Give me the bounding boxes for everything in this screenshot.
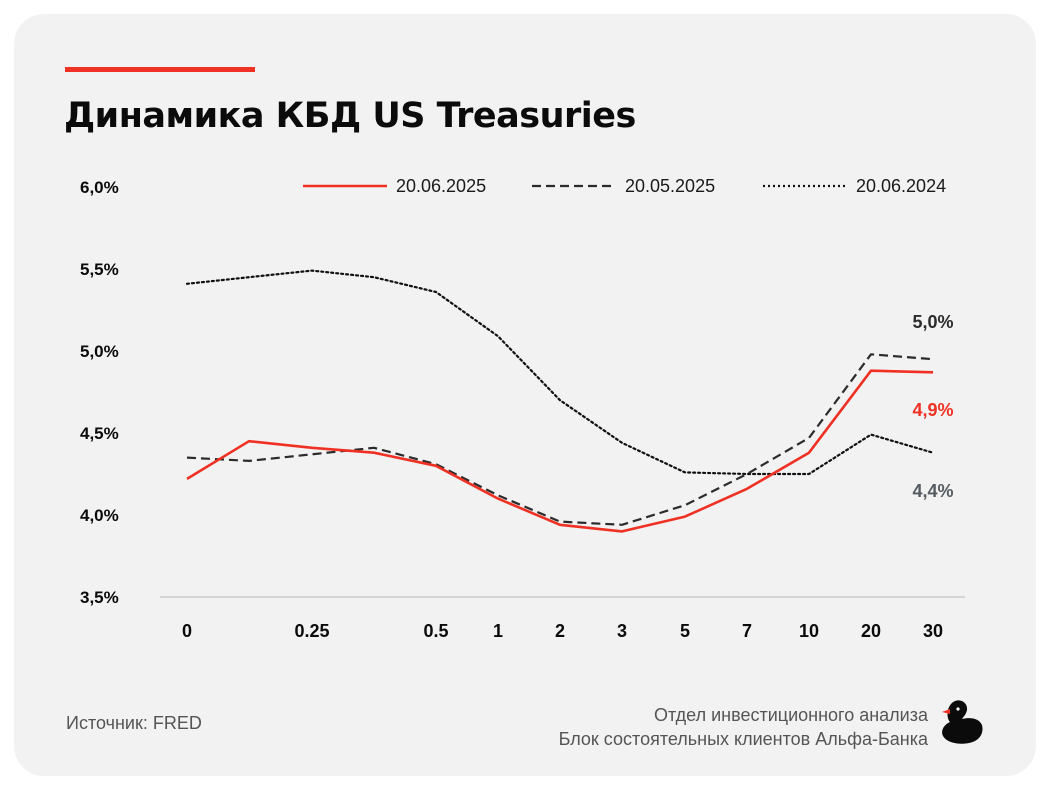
- series-end-label: 4,9%: [912, 400, 953, 420]
- y-tick-label: 4,0%: [80, 506, 119, 525]
- credits: Отдел инвестиционного анализа Блок состо…: [559, 703, 928, 751]
- y-tick-label: 5,0%: [80, 342, 119, 361]
- x-tick-label: 3: [617, 621, 627, 641]
- credits-line-1: Отдел инвестиционного анализа: [654, 705, 928, 725]
- credits-line-2: Блок состоятельных клиентов Альфа-Банка: [558, 729, 928, 749]
- chart-title: Динамика КБД US Treasuries: [64, 96, 636, 136]
- source-note: Источник: FRED: [66, 713, 202, 733]
- x-tick-label: 20: [861, 621, 881, 641]
- x-tick-label: 0.25: [294, 621, 329, 641]
- y-tick-label: 6,0%: [80, 178, 119, 197]
- series-end-label: 4,4%: [912, 481, 953, 501]
- series-line-dashed: [186, 353, 934, 526]
- x-tick-label: 5: [680, 621, 690, 641]
- x-tick-label: 30: [923, 621, 943, 641]
- duck-logo-icon: [942, 700, 983, 744]
- x-tick-label: 10: [799, 621, 819, 641]
- series-line-solid: [186, 369, 934, 533]
- x-tick-label: 2: [555, 621, 565, 641]
- x-tick-label: 7: [742, 621, 752, 641]
- y-tick-label: 5,5%: [80, 260, 119, 279]
- legend-label: 20.05.2025: [625, 176, 715, 196]
- legend-label: 20.06.2024: [856, 176, 946, 196]
- title-accent-bar: [65, 67, 255, 72]
- x-tick-label: 0: [182, 621, 192, 641]
- y-tick-label: 3,5%: [80, 588, 119, 607]
- series-end-label: 5,0%: [912, 312, 953, 332]
- series-line-dotted: [185, 269, 935, 476]
- y-tick-label: 4,5%: [80, 424, 119, 443]
- x-tick-label: 1: [493, 621, 503, 641]
- chart-card: [14, 14, 1036, 776]
- x-tick-label: 0.5: [423, 621, 448, 641]
- legend-label: 20.06.2025: [396, 176, 486, 196]
